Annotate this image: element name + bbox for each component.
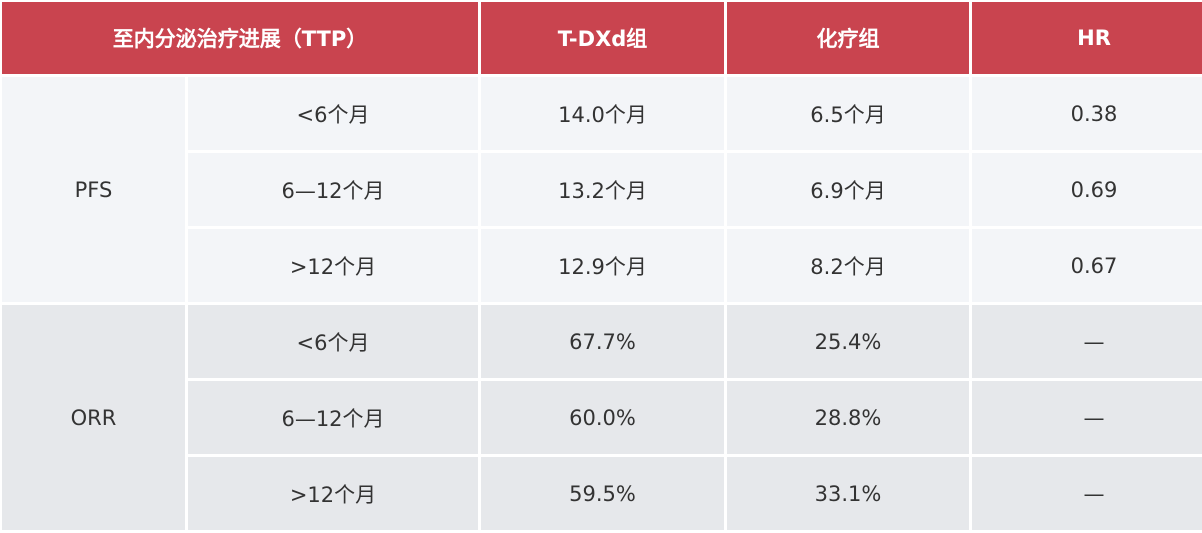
cell-chemo: 6.5个月: [727, 77, 969, 150]
cell-tdxd: 60.0%: [481, 381, 724, 454]
header-row: 至内分泌治疗进展（TTP） T-DXd组 化疗组 HR: [2, 2, 1202, 74]
cell-ttp: <6个月: [188, 305, 478, 378]
group-label-orr: ORR: [2, 305, 185, 530]
header-hr: HR: [972, 2, 1202, 74]
cell-hr: 0.38: [972, 77, 1202, 150]
table-row: >12个月 59.5% 33.1% —: [2, 457, 1202, 530]
cell-ttp: <6个月: [188, 77, 478, 150]
cell-hr: 0.67: [972, 229, 1202, 302]
cell-tdxd: 67.7%: [481, 305, 724, 378]
cell-tdxd: 12.9个月: [481, 229, 724, 302]
table-row: PFS <6个月 14.0个月 6.5个月 0.38: [2, 77, 1202, 302]
cell-tdxd: 14.0个月: [481, 77, 724, 150]
header-ttp: 至内分泌治疗进展（TTP）: [2, 2, 478, 74]
table-row: 6—12个月 13.2个月 6.9个月 0.69: [2, 153, 1202, 226]
cell-chemo: 28.8%: [727, 381, 969, 454]
cell-ttp: >12个月: [188, 457, 478, 530]
cell-hr: 0.69: [972, 153, 1202, 226]
cell-chemo: 8.2个月: [727, 229, 969, 302]
cell-tdxd: 59.5%: [481, 457, 724, 530]
table-row: ORR <6个月 67.7% 25.4% —: [2, 305, 1202, 530]
cell-chemo: 33.1%: [727, 457, 969, 530]
cell-ttp: 6—12个月: [188, 153, 478, 226]
header-tdxd: T-DXd组: [481, 2, 724, 74]
table-row: >12个月 12.9个月 8.2个月 0.67: [2, 229, 1202, 302]
cell-tdxd: 13.2个月: [481, 153, 724, 226]
cell-hr: —: [972, 457, 1202, 530]
cell-chemo: 25.4%: [727, 305, 969, 378]
cell-ttp: >12个月: [188, 229, 478, 302]
cell-ttp: 6—12个月: [188, 381, 478, 454]
cell-chemo: 6.9个月: [727, 153, 969, 226]
header-chemo: 化疗组: [727, 2, 969, 74]
table-row: 6—12个月 60.0% 28.8% —: [2, 381, 1202, 454]
cell-hr: —: [972, 305, 1202, 378]
cell-hr: —: [972, 381, 1202, 454]
group-label-pfs: PFS: [2, 77, 185, 302]
